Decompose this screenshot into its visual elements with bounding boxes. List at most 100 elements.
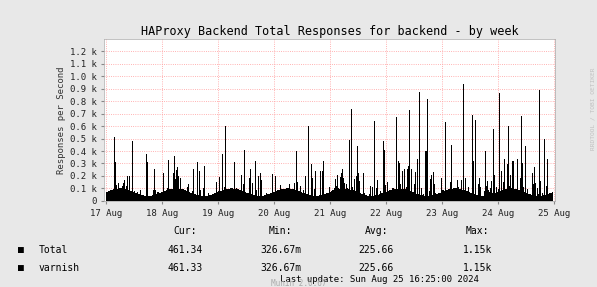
Bar — [344, 183, 345, 201]
Bar — [348, 189, 349, 201]
Bar — [126, 186, 127, 201]
Bar — [257, 196, 258, 201]
Bar — [497, 192, 498, 201]
Bar — [293, 189, 294, 201]
Bar — [352, 187, 353, 201]
Bar — [124, 180, 125, 201]
Bar — [281, 189, 282, 201]
Bar — [537, 188, 538, 201]
Bar — [333, 191, 334, 201]
Bar — [264, 195, 265, 201]
Bar — [476, 195, 477, 201]
Bar — [401, 189, 402, 201]
Bar — [241, 175, 242, 201]
Bar — [413, 192, 414, 201]
Bar — [398, 160, 399, 201]
Bar — [516, 189, 517, 201]
Text: RRDTOOL / TOBI OETIKER: RRDTOOL / TOBI OETIKER — [590, 68, 595, 150]
Bar — [139, 194, 140, 201]
Bar — [359, 181, 360, 201]
Bar — [222, 154, 223, 201]
Bar — [504, 159, 505, 201]
Bar — [107, 191, 108, 201]
Bar — [252, 183, 253, 201]
Bar — [244, 150, 245, 201]
Bar — [456, 189, 457, 201]
Bar — [233, 189, 234, 201]
Bar — [399, 163, 400, 201]
Bar — [231, 189, 232, 201]
Text: Munin 2.0.67: Munin 2.0.67 — [271, 280, 326, 287]
Bar — [355, 191, 356, 201]
Bar — [307, 195, 309, 201]
Bar — [360, 193, 361, 201]
Bar — [261, 181, 262, 201]
Bar — [204, 166, 205, 201]
Text: ■: ■ — [18, 245, 24, 255]
Bar — [499, 93, 500, 201]
Bar — [237, 189, 238, 201]
Bar — [380, 191, 381, 201]
Bar — [300, 187, 301, 201]
Bar — [331, 191, 332, 201]
Bar — [176, 170, 177, 201]
Bar — [274, 192, 275, 201]
Bar — [117, 189, 118, 201]
Bar — [503, 189, 504, 201]
Bar — [194, 194, 195, 201]
Bar — [467, 191, 468, 201]
Bar — [312, 178, 313, 201]
Bar — [163, 173, 164, 201]
Bar — [494, 175, 495, 201]
Bar — [424, 196, 425, 201]
Bar — [356, 187, 358, 201]
Bar — [213, 194, 214, 201]
Bar — [349, 140, 350, 201]
Bar — [198, 195, 199, 201]
Bar — [137, 194, 139, 201]
Bar — [419, 92, 420, 201]
Bar — [371, 196, 372, 201]
Bar — [350, 190, 351, 201]
Bar — [519, 190, 520, 201]
Bar — [405, 185, 407, 201]
Bar — [392, 188, 393, 201]
Bar — [209, 195, 210, 201]
Bar — [435, 193, 436, 201]
Bar — [230, 189, 231, 201]
Bar — [296, 151, 297, 201]
Bar — [323, 161, 324, 201]
Bar — [298, 191, 299, 201]
Bar — [551, 193, 552, 201]
Bar — [549, 193, 550, 201]
Bar — [439, 193, 440, 201]
Bar — [541, 192, 543, 201]
Bar — [428, 196, 429, 201]
Bar — [411, 169, 412, 201]
Bar — [461, 189, 462, 201]
Bar — [245, 192, 247, 201]
Bar — [493, 194, 494, 201]
Bar — [441, 178, 442, 201]
Bar — [168, 189, 170, 201]
Bar — [164, 191, 165, 201]
Text: 1.15k: 1.15k — [463, 245, 493, 255]
Bar — [131, 191, 132, 201]
Bar — [346, 189, 347, 201]
Bar — [173, 173, 174, 201]
Bar — [423, 194, 424, 201]
Bar — [440, 193, 441, 201]
Bar — [162, 192, 163, 201]
Bar — [457, 180, 458, 201]
Bar — [140, 190, 141, 201]
Bar — [238, 189, 239, 201]
Bar — [319, 195, 320, 201]
Bar — [153, 191, 154, 201]
Bar — [159, 193, 160, 201]
Bar — [491, 181, 492, 201]
Bar — [292, 189, 293, 201]
Bar — [287, 178, 288, 201]
Bar — [414, 184, 415, 201]
Bar — [410, 191, 411, 201]
Bar — [418, 194, 419, 201]
